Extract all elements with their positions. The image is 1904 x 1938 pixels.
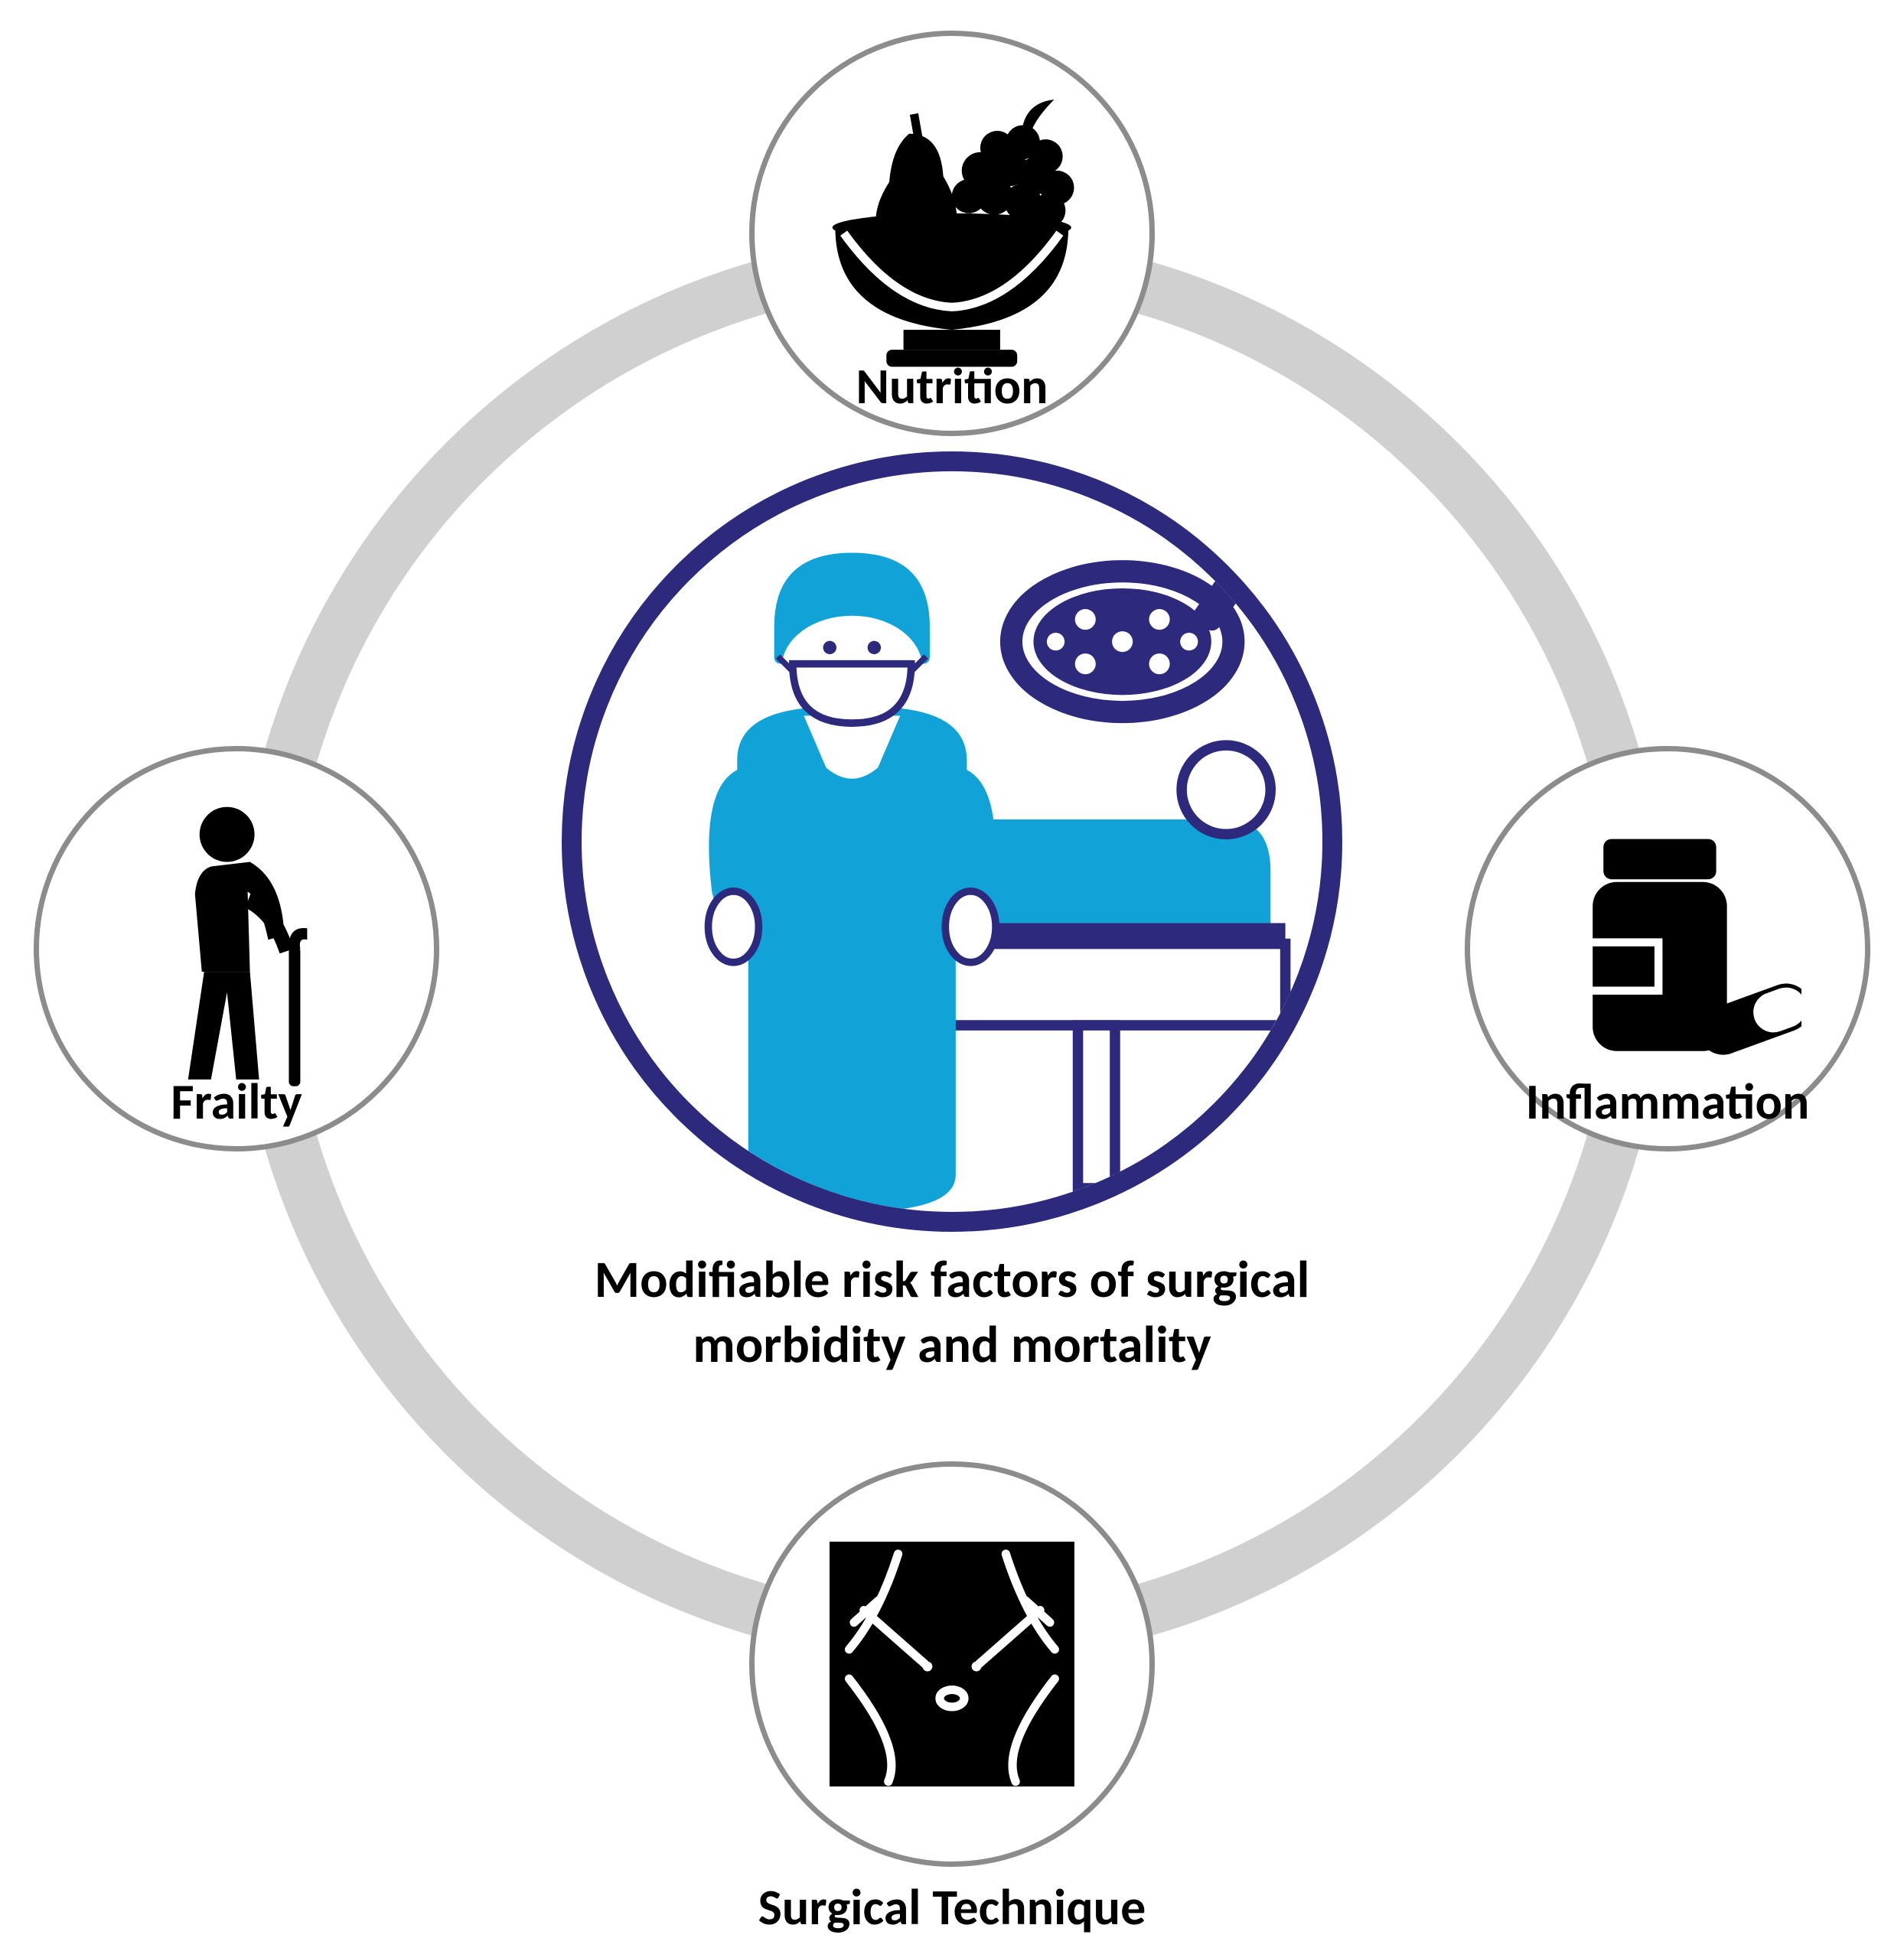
node-nutrition-label: Nutrition <box>650 355 1254 417</box>
node-surgical-technique <box>749 1461 1155 1867</box>
center-title-line2: morbidity and mortality <box>416 1312 1488 1377</box>
node-surgical-technique-label: Surgical Technique <box>650 1876 1254 1938</box>
center-title-line1: Modifiable risk factors of surgical <box>416 1247 1488 1312</box>
center-title: Modifiable risk factors of surgical morb… <box>416 1247 1488 1377</box>
center-circle <box>562 451 1342 1232</box>
elderly-cane-icon <box>122 795 350 1103</box>
bowl-fruit-icon <box>810 91 1094 376</box>
node-frailty-label: Frailty <box>0 1070 539 1132</box>
diagram-stage: Modifiable risk factors of surgical morb… <box>0 0 1904 1897</box>
node-inflammation-label: Inflammation <box>1365 1070 1904 1132</box>
surgery-icon <box>582 471 1322 1212</box>
pill-bottle-icon <box>1534 815 1802 1083</box>
laparoscopy-icon <box>830 1542 1074 1787</box>
